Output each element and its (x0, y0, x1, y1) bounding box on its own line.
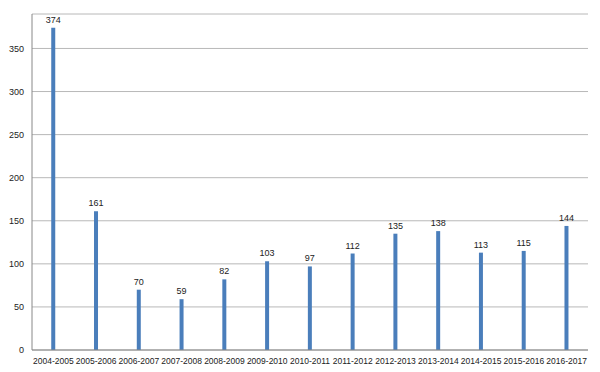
svg-text:112: 112 (345, 241, 359, 251)
svg-text:50: 50 (14, 302, 24, 312)
svg-text:2007-2008: 2007-2008 (161, 356, 202, 366)
svg-text:144: 144 (559, 213, 574, 223)
svg-text:350: 350 (9, 44, 24, 54)
svg-text:70: 70 (134, 277, 144, 287)
svg-text:138: 138 (431, 218, 446, 228)
svg-text:0: 0 (19, 345, 24, 355)
svg-text:250: 250 (9, 130, 24, 140)
svg-text:2013-2014: 2013-2014 (418, 356, 459, 366)
svg-text:2011-2012: 2011-2012 (333, 356, 373, 366)
svg-text:2008-2009: 2008-2009 (204, 356, 245, 366)
svg-text:2014-2015: 2014-2015 (461, 356, 502, 366)
svg-text:103: 103 (260, 248, 275, 258)
svg-text:115: 115 (517, 238, 531, 248)
svg-text:135: 135 (388, 221, 403, 231)
svg-text:2015-2016: 2015-2016 (504, 356, 545, 366)
svg-text:2016-2017: 2016-2017 (546, 356, 587, 366)
svg-text:2005-2006: 2005-2006 (76, 356, 117, 366)
svg-text:59: 59 (177, 286, 187, 296)
svg-text:374: 374 (46, 15, 61, 25)
svg-text:2006-2007: 2006-2007 (119, 356, 160, 366)
svg-text:2010-2011: 2010-2011 (290, 356, 330, 366)
svg-text:2009-2010: 2009-2010 (247, 356, 288, 366)
svg-text:113: 113 (474, 240, 488, 250)
svg-text:150: 150 (9, 216, 24, 226)
svg-text:161: 161 (88, 198, 103, 208)
svg-text:100: 100 (9, 259, 24, 269)
svg-text:97: 97 (305, 253, 315, 263)
svg-text:82: 82 (219, 266, 229, 276)
svg-text:200: 200 (9, 173, 24, 183)
svg-text:2012-2013: 2012-2013 (375, 356, 416, 366)
svg-text:2004-2005: 2004-2005 (33, 356, 74, 366)
svg-text:300: 300 (9, 87, 24, 97)
